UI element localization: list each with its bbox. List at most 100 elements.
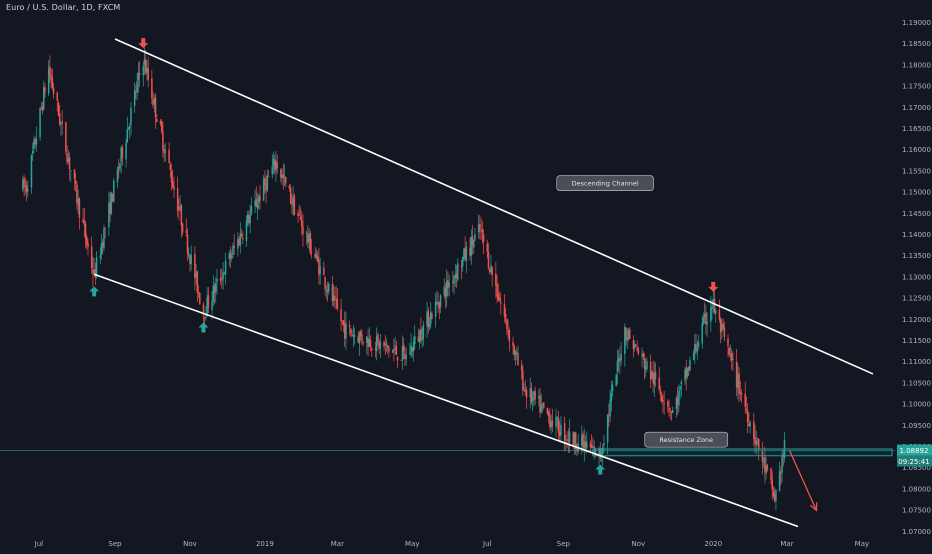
candle	[219, 268, 222, 285]
candle-body	[266, 176, 269, 190]
candle-body	[323, 267, 325, 276]
candle	[443, 278, 445, 299]
channel-lines[interactable]	[93, 38, 874, 528]
candle-body	[87, 242, 89, 248]
arrow-up-icon	[198, 322, 209, 333]
candle-body	[439, 295, 442, 307]
resistance-zone[interactable]	[592, 448, 893, 457]
candle-body	[90, 246, 93, 269]
candle	[362, 341, 364, 347]
candle	[104, 226, 106, 239]
candle-body	[395, 345, 398, 355]
y-tick-label: 1.14000	[902, 231, 931, 239]
candle-body	[671, 410, 674, 413]
candle-body	[180, 205, 183, 226]
candle	[400, 359, 402, 361]
channel-lower-line[interactable]	[93, 273, 799, 528]
candle	[67, 149, 70, 165]
candle-body	[659, 390, 662, 395]
candle-body	[706, 321, 708, 325]
candle-body	[100, 243, 103, 256]
candle-body	[695, 344, 697, 350]
candle	[557, 410, 560, 440]
candle-body	[490, 265, 492, 272]
candle-body	[385, 343, 388, 345]
candle-body	[781, 455, 783, 473]
candle	[678, 384, 680, 413]
candle	[66, 145, 68, 166]
candle	[283, 164, 286, 187]
candle-body	[213, 285, 216, 294]
candle	[83, 208, 86, 237]
candle-body	[242, 237, 244, 240]
candle	[222, 262, 224, 290]
candle	[213, 282, 216, 305]
candle	[133, 82, 136, 114]
candle-body	[99, 255, 102, 258]
candle	[293, 193, 296, 216]
callout[interactable]: Descending Channel	[556, 175, 654, 191]
candle-body	[592, 446, 594, 448]
candle	[477, 214, 480, 239]
candle	[187, 247, 190, 259]
candle-body	[658, 377, 660, 390]
callout[interactable]: Resistance Zone	[644, 431, 729, 448]
candle-body	[651, 371, 653, 379]
candle	[753, 412, 755, 447]
candle	[560, 415, 562, 443]
candle	[426, 301, 428, 338]
candle-body	[491, 267, 493, 276]
candle	[181, 222, 184, 236]
candle	[164, 143, 167, 162]
candle	[732, 351, 734, 372]
arrow-up-icon	[89, 286, 100, 297]
candle-body	[436, 301, 438, 304]
candle-body	[780, 472, 782, 474]
candle-body	[585, 441, 588, 449]
candle	[280, 168, 282, 183]
candle	[542, 402, 545, 410]
candle	[388, 345, 390, 358]
candle-body	[283, 176, 286, 178]
candle-body	[350, 328, 352, 334]
time-axis[interactable]: Jul Sep Nov 2019 Mar May Jul Sep Nov 2020 Mar May	[34, 540, 870, 548]
candle	[224, 252, 227, 285]
candle-body	[82, 219, 84, 223]
candle-body	[185, 230, 188, 233]
candle-body	[568, 431, 571, 442]
candle	[257, 193, 260, 210]
projection-arrow[interactable]	[788, 449, 818, 511]
candle-body	[65, 122, 67, 152]
candle-body	[686, 368, 689, 377]
candle	[49, 55, 51, 84]
arrow-down-icon	[138, 38, 149, 49]
price-badges: 1.08892 09:25:41	[897, 444, 932, 467]
candle-body	[611, 384, 614, 392]
candle	[635, 343, 637, 348]
candle	[121, 144, 124, 166]
candle-body	[109, 201, 111, 215]
annotations[interactable]: Descending Channel Resistance Zone	[556, 175, 729, 448]
candle	[169, 161, 172, 178]
candle-body	[551, 420, 554, 427]
candle-body	[254, 200, 256, 206]
candle-body	[163, 149, 165, 154]
candle	[508, 327, 511, 352]
candle	[427, 307, 430, 334]
candle	[496, 274, 498, 304]
candle-body	[735, 361, 738, 388]
candle	[626, 328, 629, 349]
candle-body	[250, 206, 253, 215]
candle-body	[358, 332, 361, 344]
candle-body	[196, 271, 199, 293]
candle	[76, 181, 78, 211]
candle	[668, 399, 670, 417]
callout-label: Descending Channel	[572, 180, 639, 188]
candle	[56, 91, 59, 112]
candle	[703, 302, 706, 324]
candle-body	[531, 396, 534, 402]
candle	[642, 351, 645, 360]
channel-upper-line[interactable]	[114, 38, 874, 375]
